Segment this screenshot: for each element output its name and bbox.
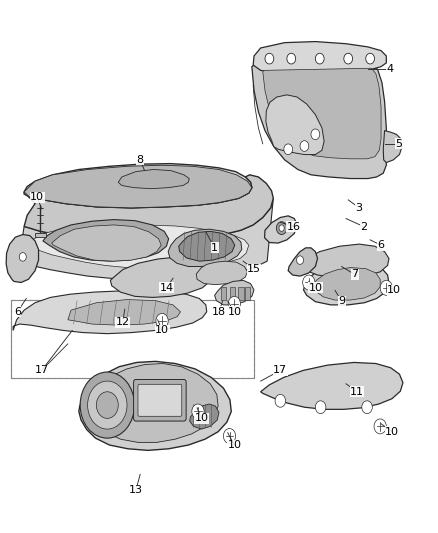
Polygon shape	[196, 261, 247, 285]
Circle shape	[265, 53, 274, 64]
Polygon shape	[168, 229, 242, 266]
Circle shape	[287, 53, 296, 64]
Text: 8: 8	[137, 155, 144, 165]
FancyBboxPatch shape	[134, 379, 186, 421]
Polygon shape	[35, 233, 46, 237]
Circle shape	[362, 401, 372, 414]
Text: 10: 10	[155, 326, 169, 335]
Polygon shape	[118, 169, 189, 189]
Polygon shape	[6, 235, 39, 282]
Polygon shape	[79, 361, 231, 450]
Polygon shape	[87, 364, 218, 442]
Text: 17: 17	[273, 366, 287, 375]
Polygon shape	[179, 231, 235, 261]
Circle shape	[303, 275, 315, 290]
Text: 1: 1	[211, 243, 218, 253]
Polygon shape	[43, 220, 169, 261]
Text: 10: 10	[387, 286, 401, 295]
Text: 2: 2	[360, 222, 367, 231]
Circle shape	[311, 129, 320, 140]
Polygon shape	[265, 216, 297, 243]
Polygon shape	[288, 248, 318, 276]
Text: 7: 7	[351, 270, 358, 279]
Polygon shape	[304, 262, 389, 305]
Text: 10: 10	[194, 414, 208, 423]
Polygon shape	[230, 287, 235, 300]
Polygon shape	[238, 287, 244, 300]
Text: 9: 9	[338, 296, 345, 306]
Polygon shape	[68, 300, 180, 325]
Circle shape	[192, 404, 204, 419]
Circle shape	[315, 401, 326, 414]
Text: 6: 6	[14, 307, 21, 317]
Text: 12: 12	[116, 318, 130, 327]
Text: 14: 14	[159, 283, 173, 293]
Circle shape	[88, 381, 127, 429]
Circle shape	[223, 429, 236, 443]
Text: 10: 10	[227, 307, 241, 317]
Polygon shape	[221, 287, 226, 300]
Circle shape	[284, 144, 293, 155]
Polygon shape	[13, 291, 207, 334]
Polygon shape	[252, 65, 386, 179]
Text: 10: 10	[385, 427, 399, 437]
Text: 17: 17	[35, 366, 49, 375]
Text: 6: 6	[378, 240, 385, 250]
Polygon shape	[261, 362, 403, 409]
Circle shape	[315, 53, 324, 64]
Polygon shape	[24, 165, 252, 208]
Polygon shape	[24, 164, 252, 208]
Circle shape	[297, 256, 304, 264]
Circle shape	[300, 141, 309, 151]
Circle shape	[279, 225, 284, 231]
Circle shape	[228, 296, 240, 311]
Text: 10: 10	[30, 192, 44, 202]
Polygon shape	[52, 225, 161, 261]
Circle shape	[276, 222, 287, 235]
Text: 13: 13	[129, 486, 143, 495]
Polygon shape	[215, 280, 254, 305]
Text: 15: 15	[247, 264, 261, 274]
Polygon shape	[300, 244, 389, 277]
Circle shape	[344, 53, 353, 64]
Polygon shape	[24, 175, 273, 241]
Text: 18: 18	[212, 307, 226, 317]
Circle shape	[156, 313, 168, 328]
Text: 16: 16	[286, 222, 300, 231]
Polygon shape	[312, 268, 380, 300]
Circle shape	[366, 53, 374, 64]
Text: 10: 10	[227, 440, 241, 450]
Polygon shape	[21, 198, 273, 279]
Text: 11: 11	[350, 387, 364, 397]
Polygon shape	[383, 131, 402, 163]
Circle shape	[96, 392, 118, 418]
FancyBboxPatch shape	[138, 384, 182, 416]
Circle shape	[374, 419, 386, 434]
Polygon shape	[190, 404, 219, 429]
Polygon shape	[266, 95, 324, 155]
Polygon shape	[245, 287, 250, 300]
Polygon shape	[110, 257, 214, 297]
Circle shape	[275, 394, 286, 407]
Circle shape	[380, 280, 392, 295]
Polygon shape	[30, 225, 249, 269]
Polygon shape	[263, 68, 381, 159]
Circle shape	[80, 372, 134, 438]
Text: 5: 5	[395, 139, 402, 149]
Circle shape	[19, 253, 26, 261]
Text: 3: 3	[356, 203, 363, 213]
Text: 4: 4	[386, 64, 393, 74]
Polygon shape	[253, 42, 386, 76]
Text: 10: 10	[308, 283, 322, 293]
